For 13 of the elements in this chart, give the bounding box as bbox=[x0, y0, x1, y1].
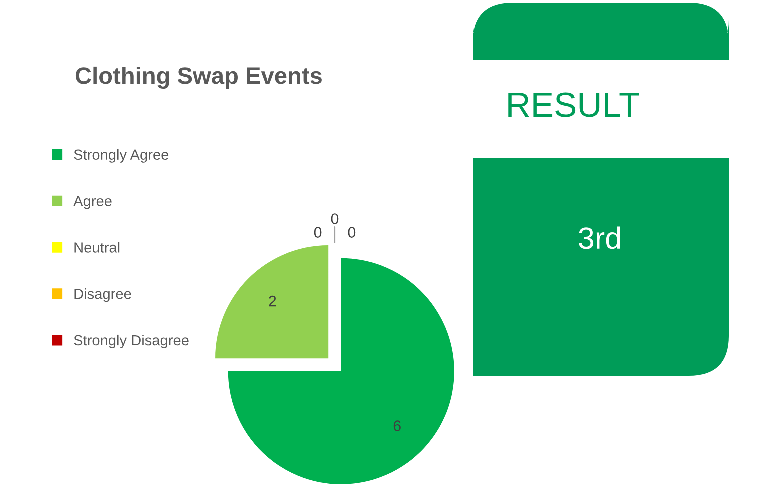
legend-label: Agree bbox=[74, 196, 112, 210]
legend-label: Strongly Disagree bbox=[74, 334, 189, 349]
legend-label: Neutral bbox=[74, 242, 120, 253]
data-label: 6 bbox=[394, 420, 401, 432]
text: 0 bbox=[331, 214, 339, 224]
legend-label: Strongly Agree bbox=[74, 149, 169, 163]
text: 0 bbox=[314, 227, 322, 238]
data-label: 2 bbox=[269, 296, 276, 307]
text: 0 bbox=[348, 227, 356, 238]
chart-title: Clothing Swap Events bbox=[76, 66, 322, 90]
text: 3rd bbox=[579, 226, 620, 250]
legend-label: Disagree bbox=[74, 288, 132, 302]
text: RESULT bbox=[508, 92, 640, 118]
